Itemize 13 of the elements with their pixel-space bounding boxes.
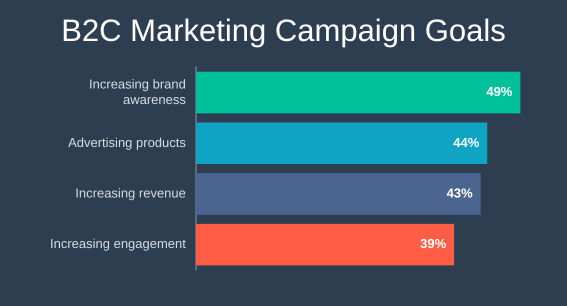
data-label: 39% bbox=[420, 236, 447, 252]
chart-title: B2C Marketing Campaign Goals bbox=[61, 13, 506, 48]
bar bbox=[196, 224, 454, 266]
y-tick-label: Increasing brand awareness bbox=[89, 76, 186, 107]
data-label: 44% bbox=[453, 134, 480, 150]
y-tick-label: Increasing engagement bbox=[50, 236, 186, 252]
bar bbox=[196, 72, 520, 114]
data-label: 43% bbox=[446, 186, 474, 201]
bar bbox=[196, 122, 488, 164]
data-label: 49% bbox=[486, 84, 513, 100]
y-tick-label: Increasing revenue bbox=[75, 186, 186, 201]
y-tick-label: Advertising products bbox=[68, 134, 186, 150]
bar bbox=[196, 173, 481, 215]
